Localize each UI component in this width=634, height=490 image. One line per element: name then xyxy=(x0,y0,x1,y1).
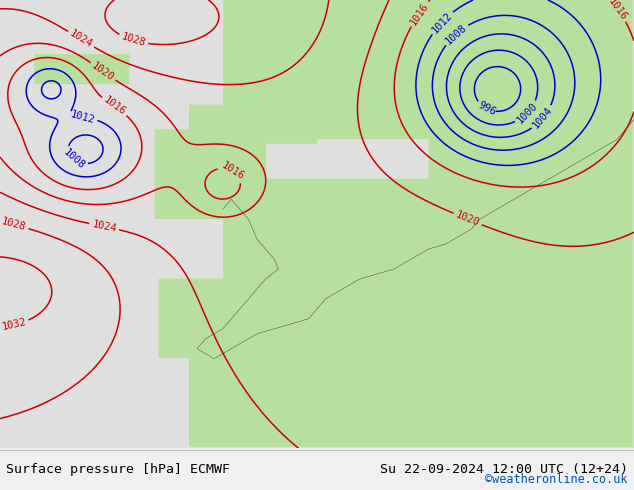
Text: 1008: 1008 xyxy=(61,147,86,172)
Text: 1028: 1028 xyxy=(120,32,147,49)
Text: 1004: 1004 xyxy=(531,105,555,131)
Text: 1028: 1028 xyxy=(1,217,27,233)
Text: 1016: 1016 xyxy=(408,0,430,27)
Text: 1020: 1020 xyxy=(454,210,481,228)
Text: 996: 996 xyxy=(477,100,498,118)
Text: 1016: 1016 xyxy=(219,160,246,182)
Text: Su 22-09-2024 12:00 UTC (12+24): Su 22-09-2024 12:00 UTC (12+24) xyxy=(380,463,628,476)
Text: 1012: 1012 xyxy=(69,109,96,125)
Text: 1024: 1024 xyxy=(91,219,117,234)
Text: Surface pressure [hPa] ECMWF: Surface pressure [hPa] ECMWF xyxy=(6,463,230,476)
Text: 1032: 1032 xyxy=(1,317,27,332)
Text: 1000: 1000 xyxy=(515,100,540,125)
Text: 1024: 1024 xyxy=(68,28,94,50)
Text: 1020: 1020 xyxy=(90,60,116,83)
Text: 1016: 1016 xyxy=(101,95,127,118)
Text: ©weatheronline.co.uk: ©weatheronline.co.uk xyxy=(485,473,628,486)
Text: 1008: 1008 xyxy=(443,22,469,46)
Text: 1016: 1016 xyxy=(606,0,629,22)
Text: 1012: 1012 xyxy=(430,10,454,35)
